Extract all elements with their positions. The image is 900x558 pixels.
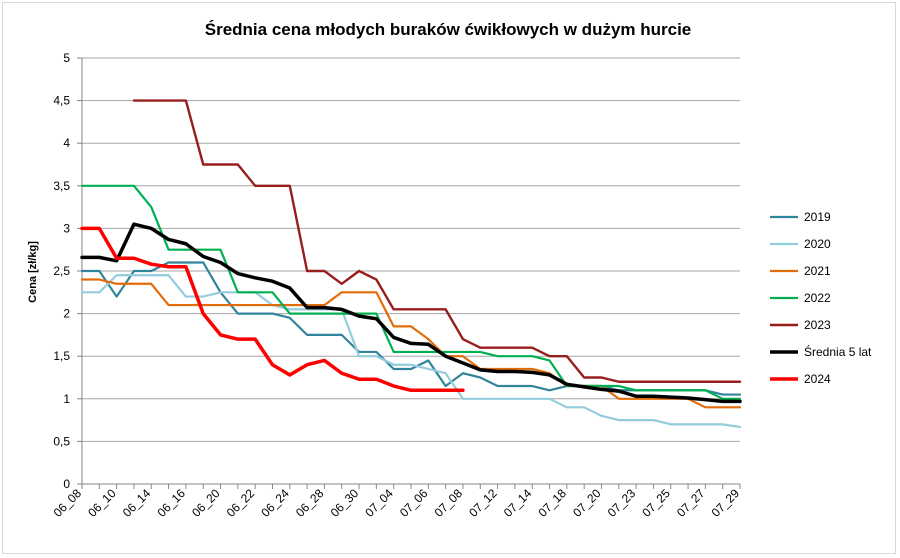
series-line-2023 <box>132 99 742 383</box>
legend-label: 2020 <box>804 237 831 251</box>
legend-label: Średnia 5 lat <box>804 344 872 359</box>
x-tick-label: 07_04 <box>362 486 396 520</box>
x-tick-label: 06_22 <box>224 486 258 520</box>
x-tick-label: 06_08 <box>51 486 85 520</box>
y-tick-label: 0,5 <box>53 434 70 448</box>
series-line-2020 <box>80 274 742 429</box>
series-line-2019 <box>80 261 742 396</box>
y-tick-label: 1 <box>63 392 70 406</box>
x-tick-label: 07_14 <box>501 486 535 520</box>
series-line-2024 <box>80 226 465 393</box>
legend: 2019 2020 2021 2022 2023 Średnia 5 lat 2024 <box>770 210 872 386</box>
legend-label: 2022 <box>804 291 831 305</box>
x-tick-label: 07_08 <box>432 486 466 520</box>
axes <box>81 58 741 489</box>
chart-title: Średnia cena młodych buraków ćwikłowych … <box>205 20 692 39</box>
x-tick-label: 07_20 <box>570 486 604 520</box>
y-axis-label: Cena [zł/kg] <box>27 241 39 303</box>
y-tick-label: 2,5 <box>53 264 70 278</box>
y-tick-label: 4,5 <box>53 94 70 108</box>
x-tick-label: 06_30 <box>328 486 362 520</box>
legend-label: 2024 <box>804 372 831 386</box>
legend-label: 2019 <box>804 210 831 224</box>
y-tick-label: 1,5 <box>53 349 70 363</box>
x-tick-labels: 06_08 06_10 06_14 06_16 06_20 06_22 06_24 06_28… <box>51 486 743 520</box>
series-line-2022 <box>80 184 742 400</box>
series-line-średnia-5-lat <box>80 222 742 404</box>
x-tick-label: 07_27 <box>674 486 708 520</box>
x-tick-label: 06_10 <box>85 486 119 520</box>
x-tick-label: 06_24 <box>258 486 292 520</box>
y-tick-label: 5 <box>63 51 70 65</box>
x-tick-label: 06_14 <box>120 486 154 520</box>
x-tick-label: 07_06 <box>397 486 431 520</box>
x-tick-label: 07_23 <box>605 486 639 520</box>
series-line-2021 <box>80 278 742 409</box>
series-lines <box>80 99 742 429</box>
x-tick-label: 07_18 <box>535 486 569 520</box>
x-tick-label: 07_12 <box>466 486 500 520</box>
y-tick-label: 3 <box>63 221 70 235</box>
gridlines <box>77 57 740 485</box>
y-tick-label: 4 <box>63 136 70 150</box>
y-tick-label: 3,5 <box>53 179 70 193</box>
y-tick-label: 2 <box>63 307 70 321</box>
x-tick-label: 07_25 <box>639 486 673 520</box>
legend-label: 2021 <box>804 264 831 278</box>
x-tick-label: 06_16 <box>155 486 189 520</box>
y-tick-label: 0 <box>63 477 70 491</box>
x-tick-label: 07_29 <box>709 486 743 520</box>
x-tick-label: 06_20 <box>189 486 223 520</box>
x-tick-label: 06_28 <box>293 486 327 520</box>
legend-label: 2023 <box>804 318 831 332</box>
y-tick-labels: 0 0,5 1 1,5 2 2,5 3 3,5 4 4,5 5 <box>53 51 70 491</box>
